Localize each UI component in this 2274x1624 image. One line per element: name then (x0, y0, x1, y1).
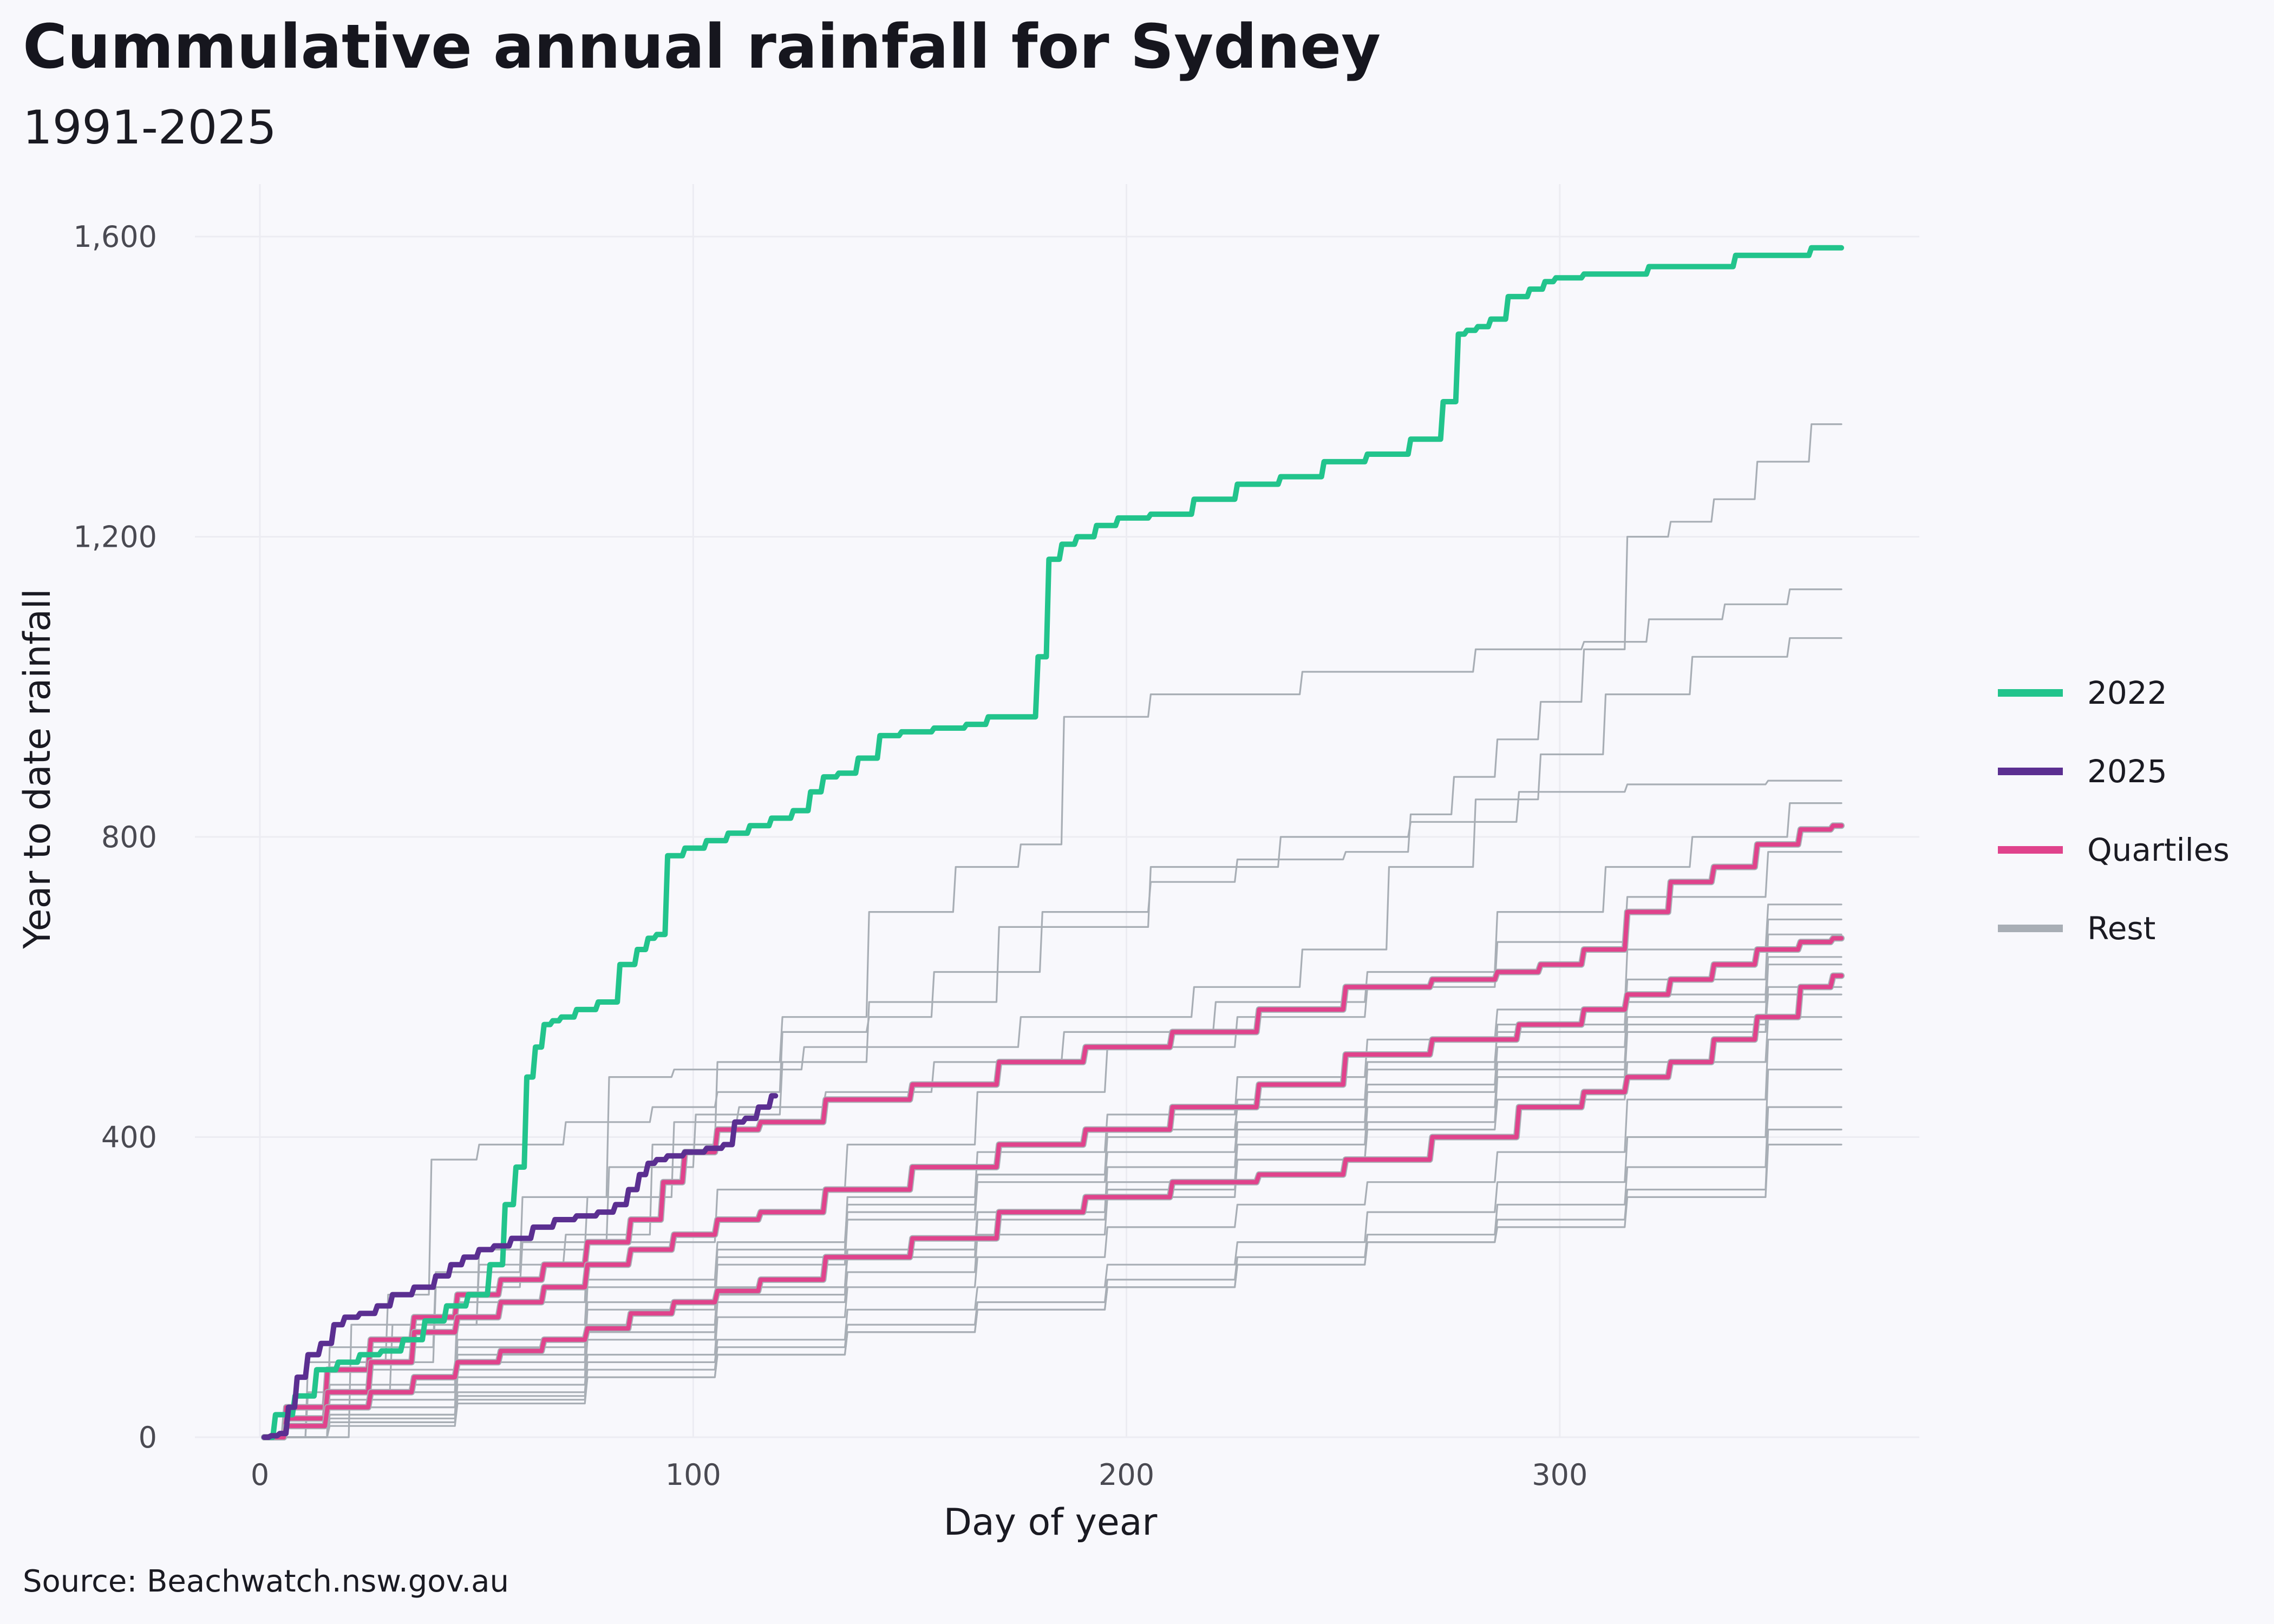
y-tick-label: 1,600 (73, 220, 157, 254)
chart-title: Cummulative annual rainfall for Sydney (23, 12, 1381, 82)
x-tick-label: 200 (1099, 1458, 1154, 1492)
series-line-rest-21 (263, 1106, 1842, 1438)
series-line-rest-8 (263, 780, 1842, 1438)
quartile-underlay (261, 822, 1845, 1440)
x-axis-ticks: 0 100 200 300 (251, 1458, 1587, 1492)
series-line-quartiles-4 (262, 973, 1844, 1439)
series-line-rest-20 (263, 1069, 1842, 1438)
series-line-rest-11 (263, 903, 1842, 1438)
series-line-rest-13 (263, 933, 1842, 1438)
x-tick-label: 0 (251, 1458, 269, 1492)
y-tick-label: 800 (101, 820, 157, 854)
series-line-rest-19 (263, 1038, 1842, 1438)
y-tick-label: 1,200 (73, 520, 157, 554)
series-line-rest-9 (263, 802, 1842, 1438)
legend-label: Rest (2087, 910, 2155, 947)
y-axis-ticks: 0 400 800 1,200 1,600 (73, 220, 157, 1455)
legend-label: 2022 (2087, 675, 2167, 711)
y-tick-label: 0 (139, 1420, 157, 1455)
source-caption: Source: Beachwatch.nsw.gov.au (23, 1564, 509, 1599)
y-tick-label: 400 (101, 1121, 157, 1155)
x-axis-label: Day of year (944, 1501, 1158, 1544)
series-line-rest-23 (263, 1143, 1842, 1438)
quartile-underlay (261, 972, 1845, 1440)
series-layer (261, 245, 1845, 1440)
series-line-rest-18 (263, 1016, 1842, 1438)
chart-subtitle: 1991-2025 (23, 101, 277, 155)
y-axis-label: Year to date rainfall (16, 588, 59, 949)
legend-label: 2025 (2087, 753, 2167, 790)
x-tick-label: 100 (665, 1458, 721, 1492)
series-line-rest-15 (263, 964, 1842, 1438)
legend: 2022 2025 Quartiles Rest (1998, 675, 2230, 947)
series-line-rest-16 (263, 986, 1842, 1438)
series-line-2022-0 (262, 245, 1844, 1440)
legend-label: Quartiles (2087, 831, 2230, 868)
series-line-2025-1 (262, 1093, 779, 1440)
series-line-rest-5 (263, 423, 1842, 1438)
series-line-rest-14 (263, 956, 1842, 1438)
grid-lines (195, 184, 1919, 1438)
x-tick-label: 300 (1532, 1458, 1587, 1492)
series-line-quartiles-2 (262, 823, 1844, 1439)
series-line-quartiles-3 (262, 936, 1844, 1439)
series-line-rest-7 (263, 637, 1842, 1438)
